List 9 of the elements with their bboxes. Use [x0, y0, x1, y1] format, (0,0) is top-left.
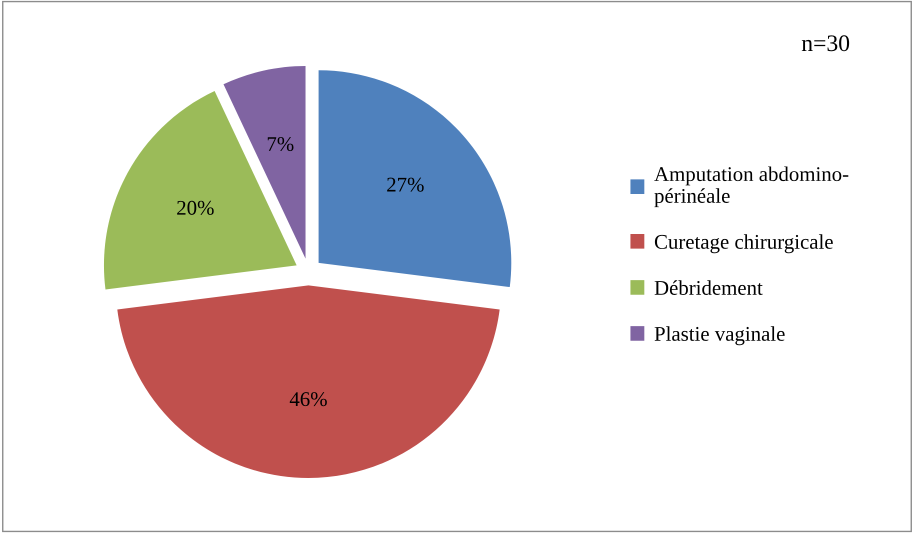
data-label: 46%: [290, 392, 327, 406]
text: n=30: [802, 35, 850, 52]
legend-label: Amputation abdomino- périnéale: [654, 166, 848, 208]
legend-label: Curetage chirurgicale: [654, 234, 833, 254]
data-label: 20%: [177, 200, 214, 215]
data-label: 27%: [387, 178, 424, 192]
legend-label: Débridement: [654, 280, 763, 295]
data-label: 7%: [268, 136, 294, 152]
legend-label: Plastie vaginale: [654, 326, 785, 346]
